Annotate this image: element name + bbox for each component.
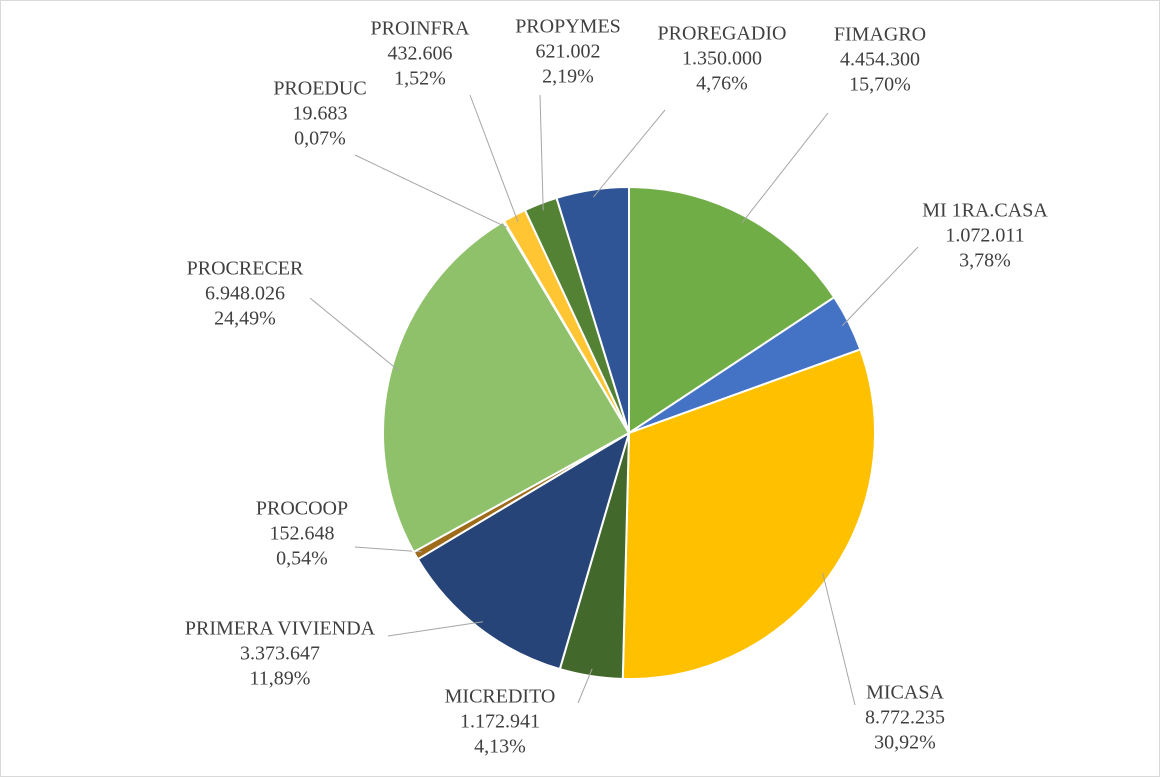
percentage-label: 1,52% (394, 68, 446, 90)
value-label: 6.948.026 (205, 283, 285, 305)
value-label: 152.648 (270, 523, 335, 545)
pie-slice (416, 430, 631, 671)
category-label: MI 1RA.CASA (922, 200, 1048, 222)
pie-slice (628, 185, 836, 435)
category-label: PROREGADIO (658, 23, 787, 45)
value-label: 8.772.235 (865, 707, 945, 729)
leader-line (309, 297, 400, 371)
category-label: PROCOOP (256, 498, 348, 520)
percentage-label: 4,13% (474, 736, 526, 758)
value-label: 3.373.647 (240, 643, 320, 665)
leader-line (841, 246, 919, 327)
leader-line (354, 546, 423, 553)
leader-line (354, 154, 508, 229)
category-label: MICASA (866, 682, 944, 704)
value-label: 1.350.000 (682, 48, 762, 70)
value-label: 432.606 (388, 43, 453, 65)
percentage-label: 3,78% (959, 250, 1011, 272)
value-label: 1.172.941 (460, 711, 540, 733)
leader-line (593, 109, 666, 198)
category-label: PROEDUC (273, 78, 366, 100)
percentage-label: 4,76% (696, 73, 748, 95)
value-label: 4.454.300 (840, 49, 920, 71)
category-label: PRIMERA VIVIENDA (185, 618, 376, 640)
pie-slice (555, 185, 630, 434)
percentage-label: 2,19% (542, 66, 594, 88)
percentage-label: 24,49% (214, 308, 276, 330)
leader-line (822, 572, 856, 706)
category-label: PROINFRA (371, 18, 470, 40)
value-label: 621.002 (536, 41, 601, 63)
percentage-label: 0,54% (276, 548, 328, 570)
percentage-label: 11,89% (250, 668, 311, 690)
leader-line (469, 94, 519, 223)
value-label: 19.683 (293, 103, 348, 125)
leader-line (387, 621, 484, 637)
percentage-label: 30,92% (874, 732, 936, 754)
leader-line (539, 94, 544, 211)
pie-slice (621, 348, 876, 680)
category-label: MICREDITO (445, 686, 556, 708)
category-label: PROPYMES (515, 16, 621, 38)
percentage-label: 15,70% (849, 74, 911, 96)
percentage-label: 0,07% (294, 128, 346, 150)
leader-line (741, 112, 829, 224)
pie-slice (382, 220, 631, 554)
category-label: FIMAGRO (834, 24, 926, 46)
leader-line (577, 668, 593, 704)
category-label: PROCRECER (187, 258, 304, 280)
value-label: 1.072.011 (945, 225, 1024, 247)
